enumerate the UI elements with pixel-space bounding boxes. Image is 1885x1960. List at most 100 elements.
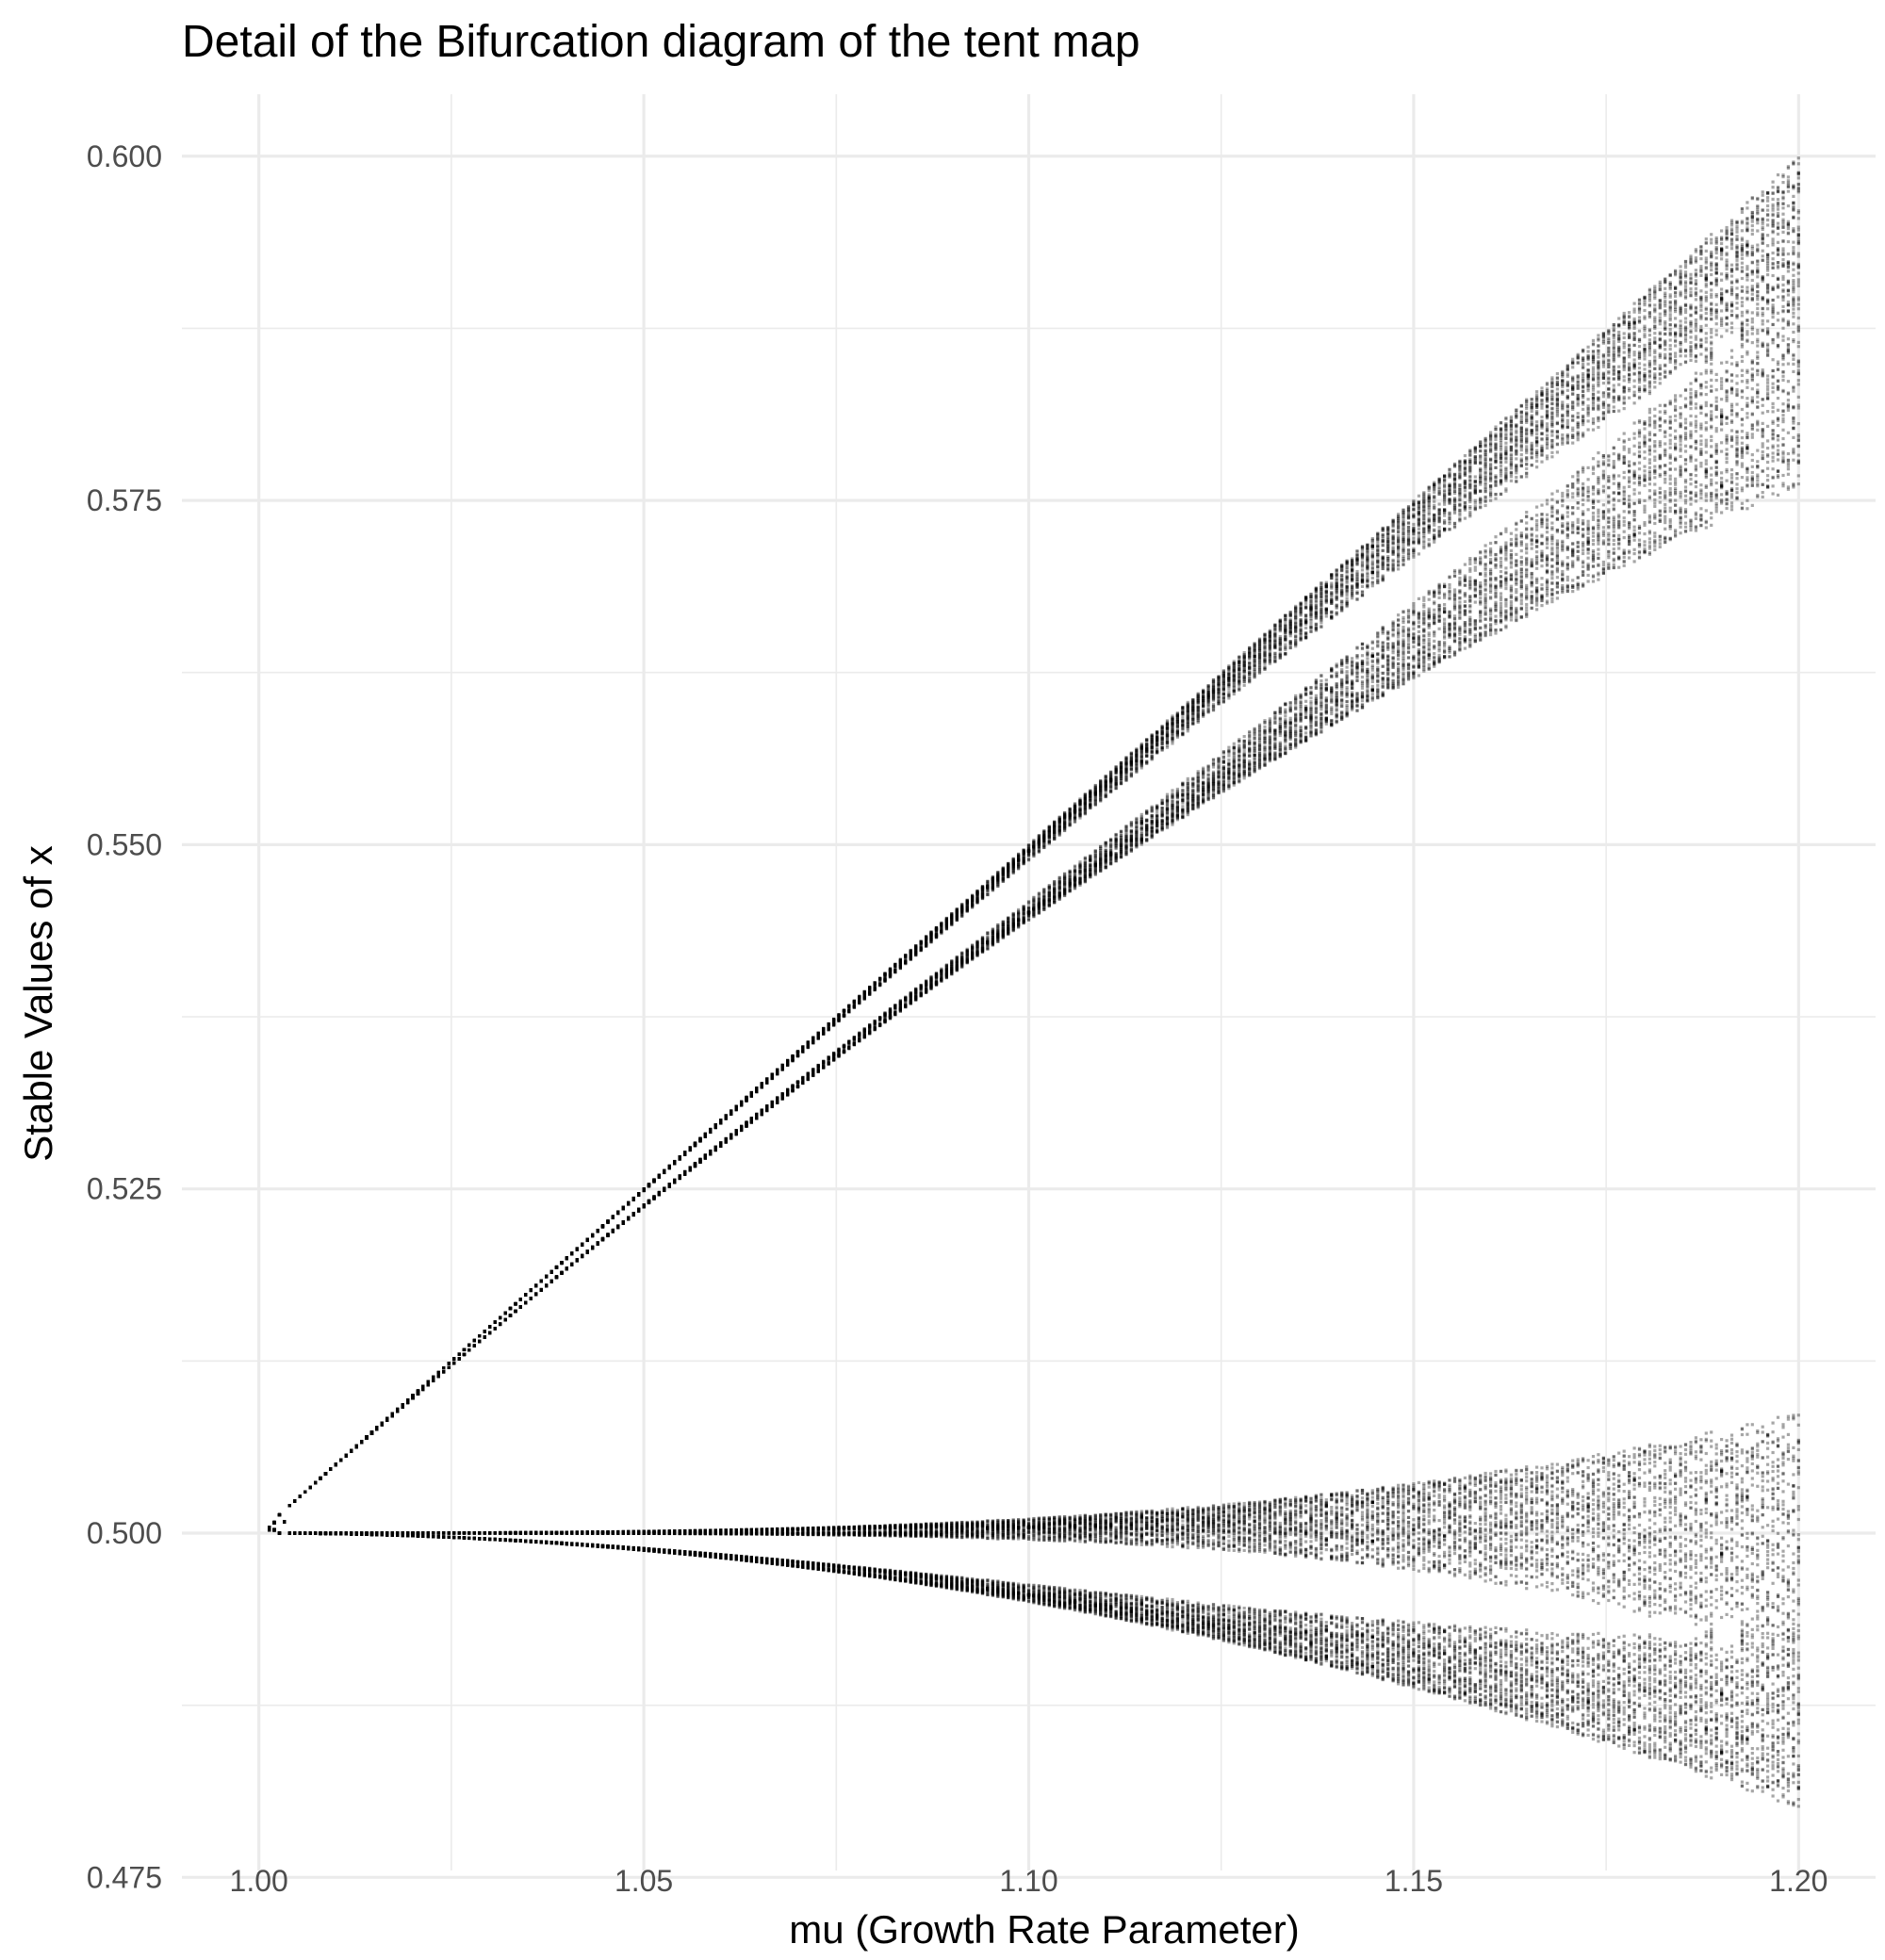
data-point [268, 1526, 271, 1529]
data-point [287, 1504, 291, 1508]
data-point [268, 1526, 271, 1529]
data-point [272, 1527, 276, 1531]
data-point [287, 1504, 291, 1508]
data-point [287, 1531, 291, 1535]
data-point [426, 1383, 430, 1387]
data-point [272, 1521, 276, 1525]
data-point [283, 1520, 287, 1524]
data-point [293, 1499, 297, 1503]
data-point [411, 1394, 415, 1397]
data-point [416, 1534, 420, 1538]
data-point [287, 1531, 291, 1535]
data-point [272, 1527, 276, 1531]
data-point [287, 1531, 291, 1535]
data-point [268, 1527, 271, 1532]
data-point [293, 1499, 297, 1503]
data-point [277, 1513, 282, 1517]
data-point [277, 1531, 282, 1535]
data-point [272, 1528, 276, 1532]
data-point [277, 1512, 282, 1517]
data-point [283, 1520, 287, 1524]
data-point [421, 1531, 425, 1535]
data-point [268, 1527, 271, 1532]
data-point [283, 1520, 287, 1524]
data-point [272, 1520, 276, 1525]
data-point [401, 1531, 404, 1535]
data-point [272, 1527, 276, 1531]
data-point [268, 1528, 271, 1532]
data-point [277, 1512, 282, 1517]
data-point [287, 1531, 291, 1535]
data-point [272, 1528, 276, 1532]
data-point [293, 1531, 297, 1535]
data-point [277, 1512, 282, 1517]
data-point [277, 1531, 282, 1535]
data-point [277, 1531, 282, 1535]
data-point [268, 1528, 271, 1532]
data-point [283, 1520, 287, 1524]
data-point [283, 1520, 287, 1524]
data-point [287, 1531, 291, 1535]
data-point [272, 1528, 276, 1532]
data-point [293, 1499, 297, 1503]
data-point [283, 1520, 287, 1524]
data-point [268, 1526, 271, 1529]
data-point [323, 1531, 328, 1535]
data-point [283, 1520, 287, 1524]
data-point [287, 1531, 291, 1535]
data-point [277, 1531, 282, 1535]
data-point [287, 1531, 291, 1535]
data-point [287, 1504, 291, 1508]
data-point [283, 1520, 287, 1524]
data-point [293, 1499, 297, 1503]
data-point [293, 1499, 297, 1503]
data-point [268, 1526, 271, 1529]
data-point [293, 1499, 297, 1503]
data-point [283, 1520, 287, 1524]
data-point [268, 1527, 271, 1532]
data-point [283, 1520, 287, 1524]
data-point [277, 1531, 282, 1535]
data-point [268, 1526, 271, 1529]
data-point [329, 1531, 333, 1535]
data-point [287, 1531, 291, 1535]
data-point [293, 1499, 297, 1503]
data-point [283, 1520, 287, 1524]
data-point [268, 1527, 271, 1532]
data-point [293, 1499, 297, 1503]
data-point [287, 1504, 291, 1508]
data-point [293, 1531, 297, 1535]
data-point [272, 1521, 276, 1525]
data-point [287, 1531, 291, 1535]
data-point [293, 1531, 297, 1535]
data-point [277, 1531, 282, 1535]
data-point [272, 1521, 276, 1525]
data-point [268, 1526, 271, 1529]
data-point [277, 1531, 282, 1535]
data-point [283, 1520, 287, 1524]
data-point [287, 1504, 291, 1508]
data-point [287, 1504, 291, 1508]
data-point [287, 1504, 291, 1508]
data-point [283, 1520, 287, 1524]
data-point [293, 1531, 297, 1535]
data-point [287, 1504, 291, 1508]
data-point [283, 1520, 287, 1524]
data-point [268, 1526, 271, 1529]
data-point [287, 1504, 291, 1508]
data-point [277, 1512, 282, 1517]
data-point [293, 1531, 297, 1535]
data-point [287, 1531, 291, 1535]
data-point [283, 1520, 287, 1524]
data-point [283, 1520, 287, 1524]
data-point [421, 1534, 425, 1538]
data-point [272, 1528, 276, 1532]
data-point [303, 1531, 307, 1535]
data-point [293, 1499, 297, 1503]
data-point [293, 1531, 297, 1535]
data-point [293, 1531, 297, 1535]
data-point [268, 1528, 271, 1532]
data-point [293, 1499, 297, 1503]
data-point [268, 1527, 271, 1531]
